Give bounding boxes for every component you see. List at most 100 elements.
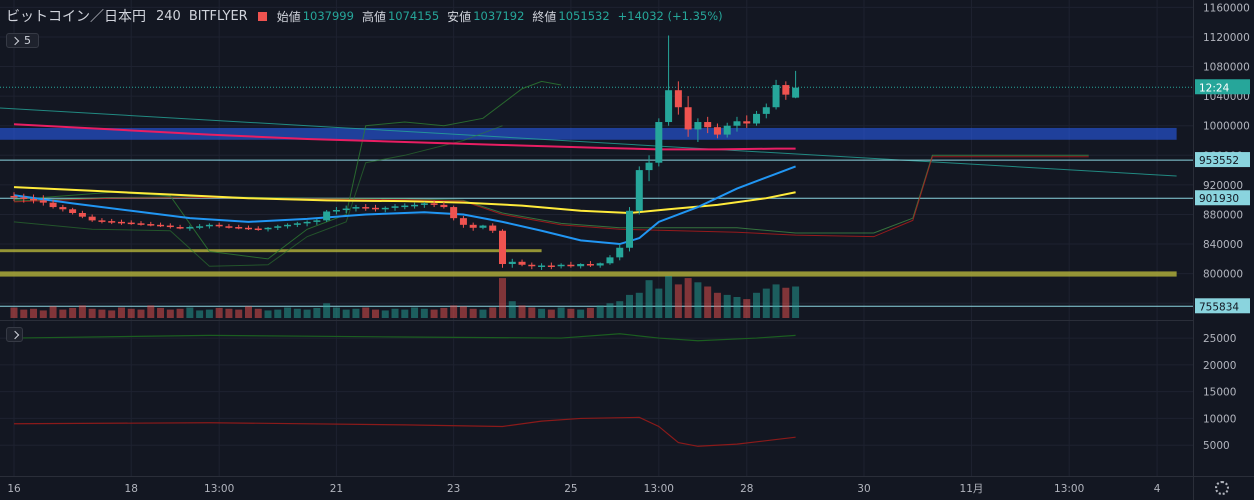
candle-body <box>665 90 673 123</box>
candle-body <box>284 224 292 227</box>
high-label: 高値 <box>361 9 386 24</box>
candle-body <box>762 107 770 114</box>
indicators-toggle-button[interactable]: 5 <box>6 33 39 48</box>
time-tick-label: 16 <box>7 483 21 495</box>
candle-body <box>254 228 262 231</box>
settings-gear-icon[interactable] <box>1215 481 1229 495</box>
volume-bars <box>10 276 800 318</box>
candle-body <box>499 230 506 265</box>
volume-bar <box>479 309 487 318</box>
volume-bar <box>254 308 262 318</box>
volume-bar <box>98 309 106 318</box>
price-tick-label: 1080000 <box>1203 62 1250 74</box>
volume-bar <box>586 307 594 318</box>
volume-bar <box>782 287 790 318</box>
candle-body <box>205 224 213 227</box>
volume-bar <box>49 306 57 318</box>
candle-body <box>274 226 282 228</box>
volume-bar <box>30 308 38 318</box>
price-axis: 1160000112000010800001040000100000096000… <box>1195 2 1250 452</box>
volume-bar <box>235 309 243 318</box>
volume-bar <box>186 307 194 318</box>
timeframe[interactable]: 240 <box>156 8 181 24</box>
volume-bar <box>215 307 223 318</box>
volume-bar <box>733 297 741 318</box>
price-label-box <box>1195 298 1250 314</box>
candle-body <box>655 122 663 163</box>
price-tick-label: 1120000 <box>1203 32 1250 44</box>
candle-body <box>391 206 399 208</box>
time-tick-label: 13:00 <box>1054 483 1084 495</box>
down-candle-icon <box>257 11 267 21</box>
candle-body <box>332 210 340 212</box>
sub-pane-toggle-button[interactable] <box>6 327 23 342</box>
candle-body <box>479 225 487 228</box>
volume-bar <box>645 280 653 318</box>
price-label-box <box>1195 152 1250 168</box>
candle-body <box>10 195 18 198</box>
candle-body <box>264 227 272 230</box>
candles <box>10 35 800 270</box>
high-value: 1074155 <box>387 9 440 23</box>
volume-bar <box>528 307 536 318</box>
price-tick-label: 840000 <box>1203 239 1243 251</box>
price-label: 755834 <box>1199 301 1239 313</box>
candle-body <box>381 207 389 210</box>
volume-bar <box>381 310 389 318</box>
candle-body <box>117 221 125 224</box>
time-tick-label: 4 <box>1154 483 1161 495</box>
candle-body <box>30 198 38 201</box>
time-tick-label: 30 <box>857 483 870 495</box>
ichimoku-cloud <box>13 80 1089 267</box>
symbol-name[interactable]: ビットコイン／日本円 <box>6 9 146 25</box>
sub-green-line <box>13 333 796 342</box>
low-value: 1037192 <box>473 9 525 23</box>
candle-body <box>567 264 575 267</box>
trend-line <box>0 107 1177 177</box>
volume-bar <box>127 308 135 318</box>
volume-bar <box>303 309 311 318</box>
candle-body <box>293 223 301 225</box>
volume-bar <box>420 308 428 318</box>
volume-bar <box>772 284 780 318</box>
volume-bar <box>450 305 458 318</box>
candle-body <box>733 121 741 126</box>
close-label: 終値 <box>532 9 557 24</box>
volume-bar <box>792 286 800 318</box>
volume-bar <box>508 301 516 318</box>
volume-bar <box>655 288 663 318</box>
price-label: 12:24 <box>1199 82 1230 94</box>
time-tick-label: 13:00 <box>644 483 674 495</box>
volume-bar <box>323 303 331 318</box>
change-value: +14032 (+1.35%) <box>617 9 723 23</box>
candle-body <box>147 224 155 226</box>
candle-body <box>645 162 653 171</box>
candle-body <box>635 170 643 211</box>
candle-body <box>20 197 28 199</box>
open-label: 始値 <box>276 9 301 24</box>
indicator-lines <box>13 123 796 246</box>
volume-bar <box>78 305 86 318</box>
sub-tick-label: 20000 <box>1203 360 1236 372</box>
candle-body <box>753 113 761 124</box>
candle-body <box>88 216 96 221</box>
candle-body <box>137 223 145 225</box>
volume-bar <box>69 307 77 318</box>
time-axis: 16 18 13:00 21 23 25 13:00 28 30 11月 13:00 4 <box>7 483 1160 495</box>
candle-body <box>528 264 536 267</box>
volume-bar <box>10 307 18 318</box>
candle-body <box>362 207 370 209</box>
candle-body <box>352 207 360 209</box>
candle-body <box>450 207 458 219</box>
volume-bar <box>274 309 282 318</box>
volume-bar <box>264 310 272 318</box>
time-tick-label: 18 <box>125 483 138 495</box>
price-label-box <box>1195 190 1250 206</box>
volume-bar <box>626 294 634 318</box>
candle-body <box>508 261 516 265</box>
candle-body <box>577 264 585 267</box>
ma-blue-line <box>13 165 796 246</box>
candle-body <box>694 122 702 130</box>
bollinger-lower <box>13 125 503 267</box>
